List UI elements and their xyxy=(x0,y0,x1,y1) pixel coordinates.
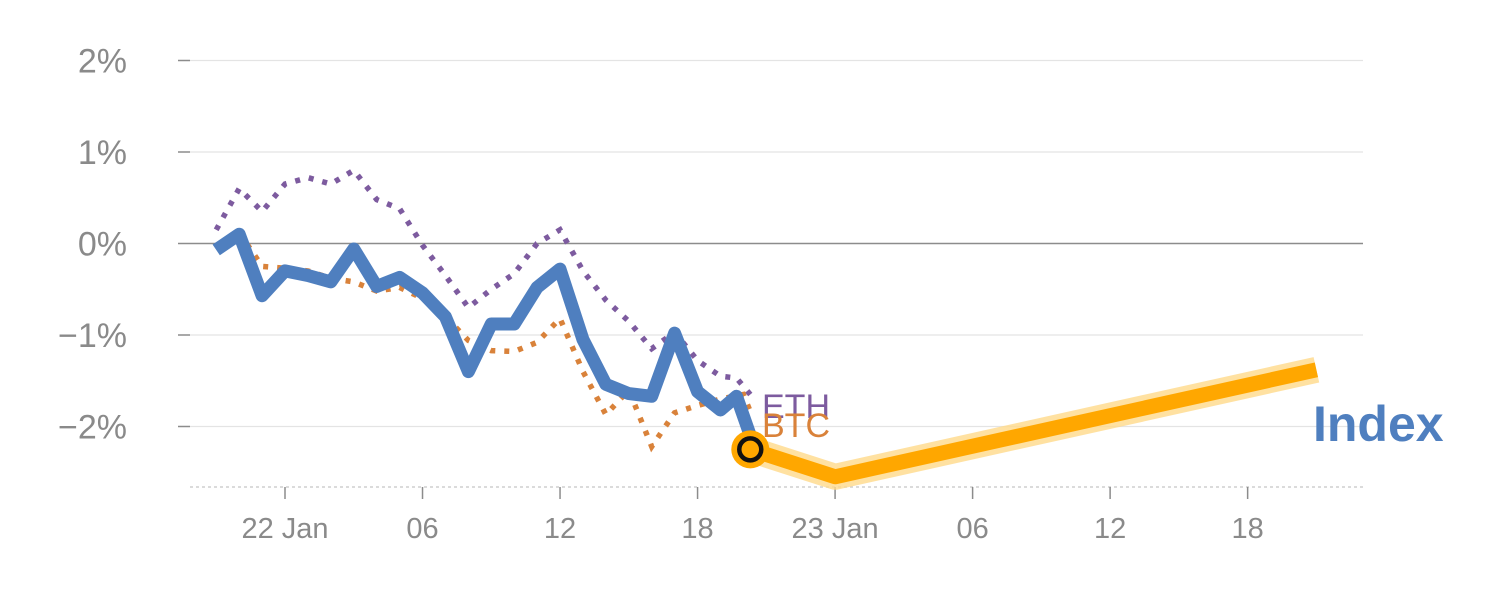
x-tick-label: 12 xyxy=(1094,513,1126,545)
y-tick-label: 0% xyxy=(78,226,127,264)
index-label: Index xyxy=(1313,396,1444,452)
x-tick-label: 18 xyxy=(681,513,713,545)
y-tick-label: −1% xyxy=(58,317,127,355)
current-point-marker xyxy=(737,436,764,463)
y-tick-label: −2% xyxy=(58,409,127,447)
y-tick-label: 2% xyxy=(78,43,127,81)
series-layer xyxy=(212,166,1320,490)
x-tick-label: 06 xyxy=(406,513,438,545)
grid-layer xyxy=(190,59,1363,428)
axis-layer: 2% 1% 0% −1% −2% 22 Jan 06 12 18 23 Jan 06 12 18 xyxy=(58,43,1363,545)
index-series-line xyxy=(212,227,757,438)
current-point-halo xyxy=(731,430,770,469)
projection-line xyxy=(747,362,1319,485)
eth-label: ETH xyxy=(762,388,830,426)
btc-label: BTC xyxy=(762,407,830,445)
x-tick-label: 06 xyxy=(956,513,988,545)
y-tick-label: 1% xyxy=(78,134,127,172)
x-tick-label: 12 xyxy=(544,513,576,545)
x-tick-label: 23 Jan xyxy=(792,513,879,545)
x-tick-label: 22 Jan xyxy=(241,513,328,545)
x-tick-label: 18 xyxy=(1232,513,1264,545)
